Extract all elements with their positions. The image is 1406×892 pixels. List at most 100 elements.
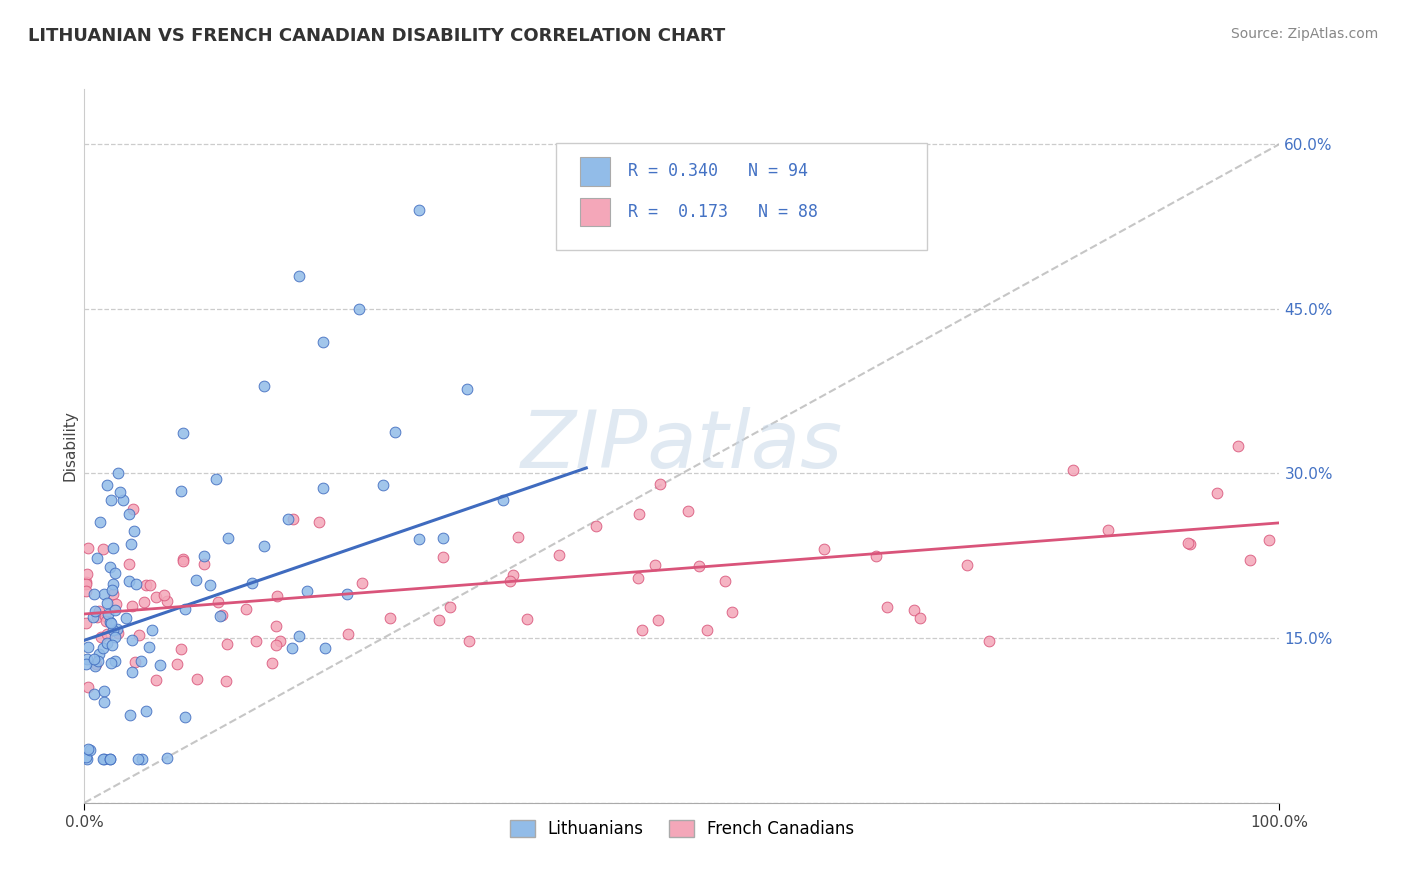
Point [198, 577, 221, 591]
Point [76, 681, 98, 695]
Point [458, 634, 481, 648]
Point [84, 604, 107, 618]
Point [75, 750, 97, 764]
Point [207, 595, 229, 609]
Point [76, 567, 98, 582]
Point [100, 493, 122, 508]
Point [93, 684, 115, 698]
Point [125, 576, 148, 591]
Point [979, 634, 1001, 648]
Point [105, 622, 128, 636]
Point [122, 524, 145, 539]
Point [172, 554, 194, 568]
Point [173, 601, 195, 615]
Point [139, 578, 162, 592]
Point [696, 624, 718, 638]
Point [432, 531, 454, 545]
Point [631, 623, 654, 637]
Point [96, 635, 118, 649]
Point [456, 382, 478, 396]
Point [98, 560, 121, 574]
Point [96, 627, 118, 641]
Legend: Lithuanians, French Canadians: Lithuanians, French Canadians [503, 813, 860, 845]
Point [104, 603, 127, 617]
FancyBboxPatch shape [557, 143, 927, 250]
Point [93, 695, 115, 709]
Point [1097, 523, 1119, 537]
Point [215, 673, 238, 688]
Point [75, 574, 97, 589]
Point [135, 578, 157, 592]
Point [77, 742, 100, 756]
Point [688, 558, 710, 573]
Point [122, 501, 145, 516]
Point [107, 626, 129, 640]
Point [644, 558, 666, 573]
Text: LITHUANIAN VS FRENCH CANADIAN DISABILITY CORRELATION CHART: LITHUANIAN VS FRENCH CANADIAN DISABILITY… [28, 27, 725, 45]
Point [337, 627, 360, 641]
Point [492, 493, 515, 508]
Point [408, 532, 430, 546]
Point [103, 587, 125, 601]
Point [138, 640, 160, 655]
Point [145, 673, 167, 687]
Point [118, 507, 141, 521]
Point [127, 752, 149, 766]
Point [82, 609, 104, 624]
Text: Source: ZipAtlas.com: Source: ZipAtlas.com [1230, 27, 1378, 41]
Point [83, 687, 105, 701]
Point [77, 640, 100, 654]
Point [380, 611, 402, 625]
Point [349, 301, 371, 316]
Point [86, 610, 108, 624]
Point [83, 651, 105, 665]
Point [156, 751, 179, 765]
Point [427, 613, 450, 627]
Point [253, 539, 276, 553]
Point [281, 511, 304, 525]
Point [235, 601, 257, 615]
Point [101, 541, 124, 555]
Point [118, 558, 141, 572]
Point [97, 607, 120, 621]
Point [124, 655, 146, 669]
FancyBboxPatch shape [581, 157, 610, 186]
Point [91, 541, 114, 556]
Point [170, 483, 193, 498]
Point [141, 623, 163, 637]
Point [245, 634, 267, 648]
Point [75, 616, 97, 631]
Point [153, 588, 176, 602]
Point [172, 425, 194, 440]
Point [166, 657, 188, 672]
Point [312, 334, 335, 349]
Point [240, 575, 263, 590]
Point [108, 485, 131, 500]
Point [169, 642, 191, 657]
Point [86, 550, 108, 565]
Point [516, 611, 538, 625]
Point [121, 599, 143, 613]
Point [502, 568, 524, 582]
Point [1257, 533, 1279, 547]
Point [120, 708, 142, 723]
Point [297, 583, 319, 598]
Point [121, 633, 143, 648]
Point [384, 425, 406, 440]
Point [288, 268, 311, 283]
Point [100, 582, 122, 597]
Point [408, 202, 430, 217]
Point [134, 595, 156, 609]
Point [107, 466, 129, 480]
Point [93, 752, 115, 766]
Point [129, 654, 152, 668]
Point [205, 472, 228, 486]
Point [264, 619, 287, 633]
Point [103, 577, 125, 591]
Point [714, 574, 737, 589]
Y-axis label: Disability: Disability [62, 410, 77, 482]
Point [813, 541, 835, 556]
Point [83, 587, 105, 601]
Point [548, 548, 571, 562]
Point [98, 752, 121, 766]
